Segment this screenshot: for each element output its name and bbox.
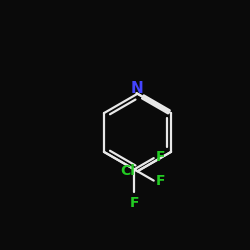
Text: F: F bbox=[156, 174, 165, 188]
Text: Cl: Cl bbox=[120, 164, 135, 178]
Text: N: N bbox=[131, 81, 144, 96]
Text: F: F bbox=[156, 150, 165, 164]
Text: F: F bbox=[130, 196, 139, 209]
